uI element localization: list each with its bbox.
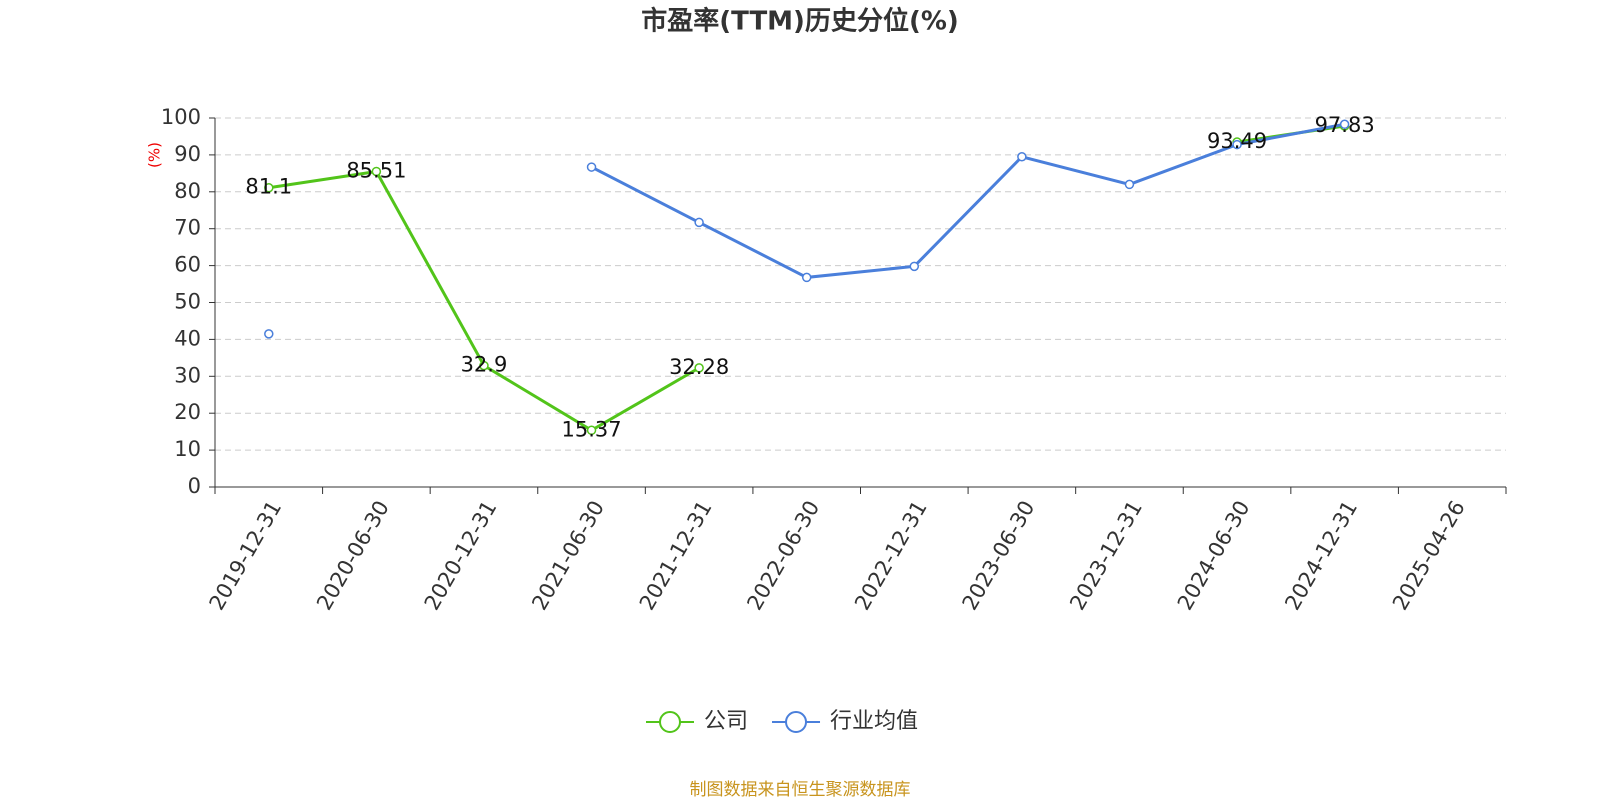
data-label: 93.49 [1207, 129, 1267, 153]
data-label: 32.28 [669, 355, 729, 379]
point [264, 182, 274, 193]
y-axis-label: (%) [146, 142, 164, 168]
x-tick-label: 2021-06-30 [527, 497, 609, 615]
x-tick-label: 2020-12-31 [420, 497, 502, 615]
source-note: 制图数据来自恒生聚源数据库 [690, 780, 911, 800]
point [264, 329, 274, 339]
point [909, 261, 920, 272]
data-label: 85.51 [346, 158, 406, 182]
legend-marker[interactable] [785, 711, 808, 733]
point [586, 162, 597, 172]
y-tick-label: 100 [161, 105, 201, 129]
y-tick-label: 90 [174, 142, 201, 166]
y-tick-label: 30 [174, 363, 201, 387]
y-tick-label: 60 [174, 253, 201, 277]
x-tick-label: 2020-06-30 [312, 497, 394, 615]
point [371, 166, 382, 177]
x-tick-label: 2022-12-31 [850, 497, 932, 615]
y-tick-label: 80 [174, 179, 201, 203]
x-tick-label: 2024-12-31 [1280, 497, 1362, 615]
legend-label[interactable]: 行业均值 [830, 709, 918, 734]
legend-marker[interactable] [659, 711, 681, 733]
point [586, 425, 597, 436]
y-tick-label: 10 [174, 437, 201, 461]
x-tick-label: 2024-06-30 [1173, 497, 1255, 615]
data-label: 81.1 [245, 175, 292, 199]
chart-title: 市盈率(TTM)历史分位(%) [641, 6, 959, 37]
point [801, 272, 812, 283]
y-tick-label: 40 [174, 326, 201, 350]
y-tick-label: 70 [174, 216, 201, 240]
data-label: 15.37 [561, 417, 621, 441]
x-tick-label: 2023-12-31 [1065, 497, 1147, 615]
y-tick-label: 50 [174, 290, 201, 314]
point [694, 217, 704, 228]
series-line [590, 122, 1345, 279]
data-label: 97.83 [1315, 113, 1375, 137]
point [1232, 139, 1242, 150]
y-tick-label: 0 [188, 474, 201, 498]
legend-label[interactable]: 公司 [704, 709, 748, 734]
point [694, 363, 704, 373]
point [479, 360, 489, 371]
point [1017, 151, 1027, 162]
x-tick-label: 2025-04-26 [1388, 497, 1470, 615]
x-tick-label: 2023-06-30 [958, 497, 1040, 615]
y-tick-label: 20 [174, 400, 201, 424]
x-tick-label: 2021-12-31 [635, 497, 717, 615]
x-tick-label: 2019-12-31 [205, 497, 287, 615]
x-tick-label: 2022-06-30 [742, 497, 824, 615]
point [1124, 179, 1135, 190]
point [1339, 119, 1350, 130]
data-label: 32.9 [461, 353, 508, 377]
